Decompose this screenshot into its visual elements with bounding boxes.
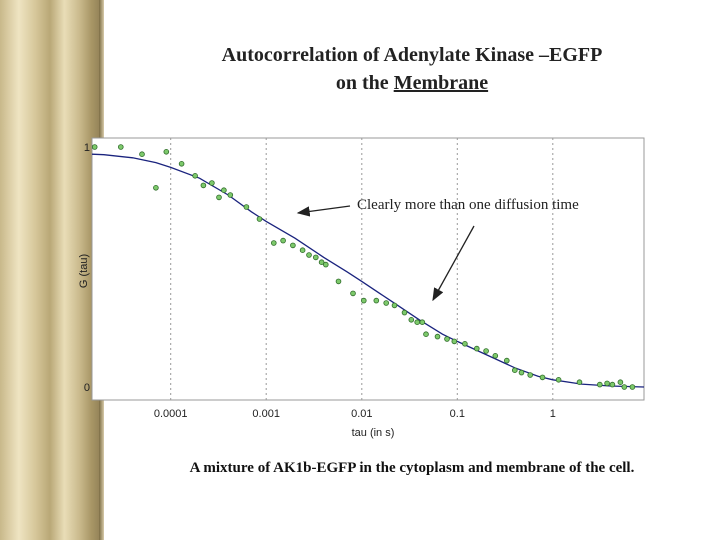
data-point bbox=[444, 336, 450, 342]
grid-lines bbox=[170, 138, 554, 400]
data-point bbox=[617, 379, 624, 386]
data-point bbox=[391, 302, 398, 309]
annotation-text: Clearly more than one diffusion time bbox=[357, 197, 579, 213]
title-line2-prefix: on the bbox=[335, 72, 394, 94]
data-point bbox=[91, 144, 98, 150]
data-point bbox=[163, 149, 170, 155]
data-point bbox=[270, 240, 277, 246]
data-point bbox=[312, 254, 319, 261]
y-tick-label: 0 bbox=[84, 382, 90, 394]
data-point bbox=[503, 357, 510, 364]
data-point bbox=[192, 173, 198, 179]
data-point bbox=[227, 192, 234, 198]
data-point bbox=[322, 261, 329, 268]
data-point bbox=[492, 352, 499, 359]
x-tick-label: 0.0001 bbox=[154, 408, 188, 420]
axis-ticks: 0.0001 0.001 0.01 0.1 1 0 1 bbox=[84, 142, 556, 420]
data-point bbox=[609, 381, 616, 388]
data-point bbox=[221, 187, 227, 194]
data-point bbox=[414, 319, 421, 326]
data-point bbox=[629, 384, 636, 390]
data-point bbox=[153, 185, 159, 191]
data-point bbox=[200, 182, 207, 189]
data-point bbox=[209, 180, 215, 186]
annotation-arrow-left bbox=[296, 205, 351, 217]
data-point bbox=[243, 204, 250, 210]
data-point bbox=[299, 247, 306, 254]
annotation-arrow-down bbox=[432, 225, 475, 302]
data-point bbox=[290, 242, 296, 249]
data-point bbox=[604, 380, 610, 387]
data-point bbox=[373, 297, 380, 304]
data-point bbox=[527, 372, 533, 378]
data-point bbox=[483, 348, 489, 354]
x-tick-label: 0.01 bbox=[351, 408, 372, 420]
data-point bbox=[621, 384, 628, 390]
data-point bbox=[555, 376, 562, 383]
x-tick-label: 0.001 bbox=[252, 408, 280, 420]
data-point bbox=[118, 144, 124, 150]
plot-frame bbox=[91, 137, 645, 401]
x-tick-label: 0.1 bbox=[450, 408, 465, 420]
y-tick-label: 1 bbox=[84, 142, 90, 154]
data-point bbox=[318, 259, 325, 266]
title-line2-underlined: Membrane bbox=[393, 72, 489, 94]
data-point bbox=[419, 319, 426, 326]
data-point bbox=[335, 278, 342, 285]
data-point bbox=[434, 333, 441, 340]
data-point bbox=[473, 345, 480, 352]
data-point bbox=[401, 309, 408, 316]
x-tick-label: 1 bbox=[550, 408, 556, 420]
y-axis-label: G (tau) bbox=[78, 254, 90, 288]
data-point bbox=[360, 297, 367, 304]
data-point bbox=[306, 252, 312, 258]
data-point bbox=[596, 381, 603, 388]
data-point bbox=[451, 338, 458, 345]
data-point bbox=[178, 161, 185, 167]
plot-background bbox=[92, 138, 644, 400]
data-point bbox=[280, 237, 286, 244]
data-point bbox=[539, 374, 546, 381]
slide-caption: A mixture of AK1b-EGFP in the cytoplasm … bbox=[189, 460, 635, 476]
slide-title-line1: Autocorrelation of Adenylate Kinase –EGF… bbox=[221, 44, 603, 66]
data-point bbox=[350, 290, 356, 297]
data-point bbox=[216, 194, 222, 201]
data-point bbox=[383, 300, 390, 306]
data-point bbox=[408, 316, 415, 323]
data-point bbox=[256, 216, 263, 222]
data-point bbox=[518, 369, 525, 376]
data-point bbox=[576, 379, 583, 386]
data-point bbox=[462, 340, 468, 347]
data-point bbox=[423, 331, 429, 338]
data-point bbox=[511, 367, 518, 374]
data-point bbox=[139, 151, 145, 158]
x-axis-label: tau (in s) bbox=[352, 427, 395, 439]
data-points bbox=[91, 144, 636, 390]
slide-title-line2: on the Membrane bbox=[104, 70, 720, 96]
